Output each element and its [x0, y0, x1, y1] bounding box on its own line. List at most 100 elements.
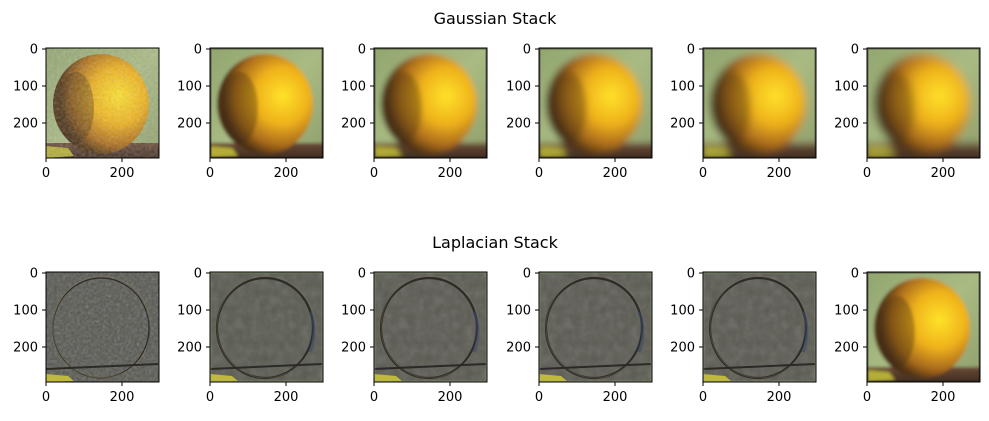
- panel-image: [46, 272, 159, 382]
- panel-image: [703, 48, 816, 158]
- panel-image: [46, 48, 159, 158]
- y-tick-label: 100: [834, 80, 859, 95]
- panel-0-3: 0 100 200 0 200: [506, 43, 653, 181]
- x-tick-label: 200: [274, 166, 299, 181]
- panel-1-2: 0 100 200 0 200: [341, 267, 488, 405]
- x-tick-label: 0: [699, 390, 707, 405]
- x-tick-label: 0: [535, 390, 543, 405]
- axes-frame: [45, 271, 160, 383]
- y-tick-label: 0: [851, 267, 859, 282]
- x-tick-label: 200: [110, 166, 135, 181]
- y-tick-label: 100: [13, 80, 38, 95]
- y-tick-label: 0: [30, 43, 38, 58]
- panel-0-4: 0 100 200 0 200: [670, 43, 817, 181]
- x-tick-label: 200: [931, 390, 956, 405]
- y-tick-label: 200: [13, 341, 38, 356]
- y-tick-label: 0: [523, 267, 531, 282]
- y-tick-label: 100: [177, 304, 202, 319]
- y-tick-label: 200: [177, 341, 202, 356]
- y-tick-label: 100: [506, 80, 531, 95]
- panel-0-5: 0 100 200 0 200: [834, 43, 981, 181]
- x-tick-label: 200: [274, 390, 299, 405]
- x-tick-label: 0: [370, 390, 378, 405]
- axes-frame: [538, 47, 653, 159]
- panel-1-0: 0 100 200 0 200: [13, 267, 160, 405]
- x-tick-label: 200: [110, 390, 135, 405]
- panel-image: [539, 48, 652, 158]
- panel-1-4: 0 100 200 0 200: [670, 267, 817, 405]
- axes-frame: [209, 47, 324, 159]
- y-tick-label: 100: [341, 80, 366, 95]
- y-tick-label: 200: [834, 117, 859, 132]
- panel-1-3: 0 100 200 0 200: [506, 267, 653, 405]
- y-tick-label: 200: [506, 341, 531, 356]
- axes-frame: [373, 271, 488, 383]
- y-tick-label: 200: [506, 117, 531, 132]
- laplacian-stack-title: Laplacian Stack: [432, 233, 558, 252]
- x-tick-label: 0: [863, 166, 871, 181]
- panel-image: [703, 272, 816, 382]
- y-tick-label: 100: [506, 304, 531, 319]
- panel-image: [374, 272, 487, 382]
- y-tick-label: 100: [834, 304, 859, 319]
- axes-frame: [866, 271, 981, 383]
- x-tick-label: 200: [438, 166, 463, 181]
- x-tick-label: 0: [863, 390, 871, 405]
- axes-frame: [373, 47, 488, 159]
- panel-0-1: 0 100 200 0 200: [177, 43, 324, 181]
- panel-0-2: 0 100 200 0 200: [341, 43, 488, 181]
- y-tick-label: 100: [670, 304, 695, 319]
- panel-image: [374, 48, 487, 158]
- panel-image: [539, 272, 652, 382]
- x-tick-label: 0: [42, 166, 50, 181]
- y-tick-label: 100: [13, 304, 38, 319]
- panel-0-0: 0 100 200 0 200: [13, 43, 160, 181]
- y-tick-label: 0: [358, 267, 366, 282]
- x-tick-label: 0: [206, 166, 214, 181]
- panel-1-5: 0 100 200 0 200: [834, 267, 981, 405]
- x-tick-label: 200: [603, 166, 628, 181]
- y-tick-label: 0: [523, 43, 531, 58]
- x-tick-label: 0: [535, 166, 543, 181]
- panel-image: [867, 48, 980, 158]
- y-tick-label: 0: [358, 43, 366, 58]
- y-tick-label: 200: [13, 117, 38, 132]
- y-tick-label: 100: [670, 80, 695, 95]
- y-tick-label: 0: [687, 267, 695, 282]
- x-tick-label: 200: [603, 390, 628, 405]
- axes-frame: [866, 47, 981, 159]
- y-tick-label: 0: [30, 267, 38, 282]
- axes-frame: [45, 47, 160, 159]
- y-tick-label: 200: [177, 117, 202, 132]
- y-tick-label: 200: [670, 341, 695, 356]
- panel-image: [867, 272, 980, 382]
- y-tick-label: 100: [341, 304, 366, 319]
- gaussian-stack-title: Gaussian Stack: [434, 9, 558, 28]
- x-tick-label: 0: [370, 166, 378, 181]
- axes-frame: [538, 271, 653, 383]
- y-tick-label: 0: [851, 43, 859, 58]
- panel-image: [210, 48, 323, 158]
- x-tick-label: 200: [931, 166, 956, 181]
- y-tick-label: 200: [670, 117, 695, 132]
- y-tick-label: 200: [834, 341, 859, 356]
- x-tick-label: 200: [767, 390, 792, 405]
- y-tick-label: 100: [177, 80, 202, 95]
- x-tick-label: 0: [699, 166, 707, 181]
- y-tick-label: 0: [194, 43, 202, 58]
- y-tick-label: 200: [341, 117, 366, 132]
- y-tick-label: 0: [194, 267, 202, 282]
- x-tick-label: 0: [42, 390, 50, 405]
- y-tick-label: 0: [687, 43, 695, 58]
- panel-image: [210, 272, 323, 382]
- axes-frame: [209, 271, 324, 383]
- panel-grid: 0 100 200 0 200 0 100 200 0 200 0 100 200 0 200 0 100 200…: [13, 43, 981, 405]
- axes-frame: [702, 271, 817, 383]
- x-tick-label: 0: [206, 390, 214, 405]
- x-tick-label: 200: [767, 166, 792, 181]
- x-tick-label: 200: [438, 390, 463, 405]
- panel-1-1: 0 100 200 0 200: [177, 267, 324, 405]
- y-tick-label: 200: [341, 341, 366, 356]
